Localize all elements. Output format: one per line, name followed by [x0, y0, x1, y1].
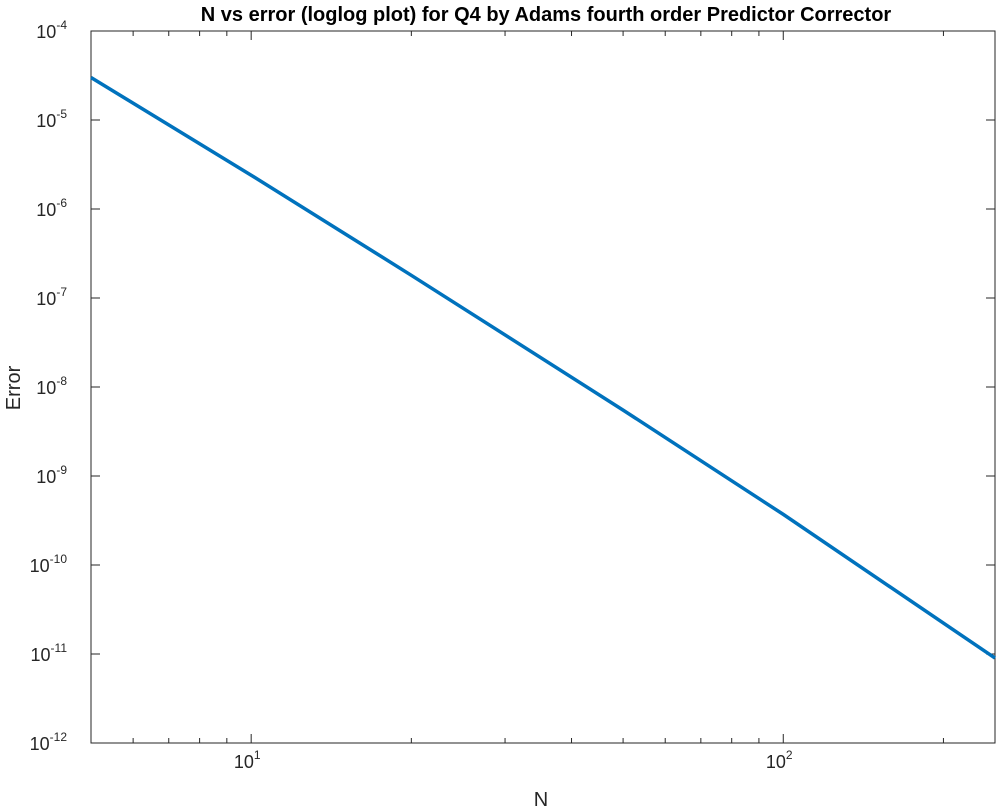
y-tick-label: 10-7	[36, 285, 67, 309]
y-tick-label-base: 10	[30, 556, 50, 576]
y-tick-label: 10-11	[31, 641, 68, 665]
y-tick-label-exponent: -11	[51, 641, 68, 655]
series-layer	[90, 76, 996, 660]
y-tick-label: 10-5	[36, 107, 67, 131]
y-tick-label-exponent: -12	[50, 730, 68, 744]
ticks-layer: 101 10210-410-510-610-710-810-910-1010-11…	[30, 18, 995, 772]
y-tick-label-exponent: -9	[56, 463, 67, 477]
y-tick-label: 10-4	[36, 18, 67, 42]
y-tick-label: 10-6	[36, 196, 67, 220]
x-tick-label-base: 10	[234, 752, 254, 772]
y-tick-label-base: 10	[36, 111, 56, 131]
plot-area	[90, 30, 996, 744]
y-tick-label: 10-9	[36, 463, 67, 487]
chart-title: N vs error (loglog plot) for Q4 by Adams…	[201, 4, 892, 26]
x-tick-label-base: 10	[766, 752, 786, 772]
y-tick-label-exponent: -7	[56, 285, 67, 299]
y-tick-label-exponent: -8	[56, 374, 67, 388]
y-tick-label-base: 10	[36, 200, 56, 220]
x-tick-label-exponent: 1	[254, 748, 261, 762]
y-tick-label: 10-10	[30, 552, 68, 576]
y-tick-label: 10-12	[30, 730, 68, 754]
series-line-0	[90, 76, 996, 660]
y-tick-label-exponent: -4	[56, 18, 67, 32]
y-axis-label: Error	[3, 365, 25, 410]
y-tick-label-base: 10	[36, 378, 56, 398]
x-tick-label: 101	[234, 748, 261, 772]
y-tick-label-base: 10	[36, 289, 56, 309]
y-tick-label-exponent: -5	[56, 107, 67, 121]
x-axis-label: N	[534, 789, 548, 810]
y-tick-label-exponent: -10	[50, 552, 68, 566]
y-tick-label-base: 10	[30, 734, 50, 754]
y-tick-label-exponent: -6	[56, 196, 67, 210]
y-tick-label: 10-8	[36, 374, 67, 398]
y-tick-label-base: 10	[31, 645, 51, 665]
x-tick-label: 102	[766, 748, 793, 772]
y-tick-label-base: 10	[36, 22, 56, 42]
y-tick-label-base: 10	[36, 467, 56, 487]
x-tick-label-exponent: 2	[786, 748, 793, 762]
